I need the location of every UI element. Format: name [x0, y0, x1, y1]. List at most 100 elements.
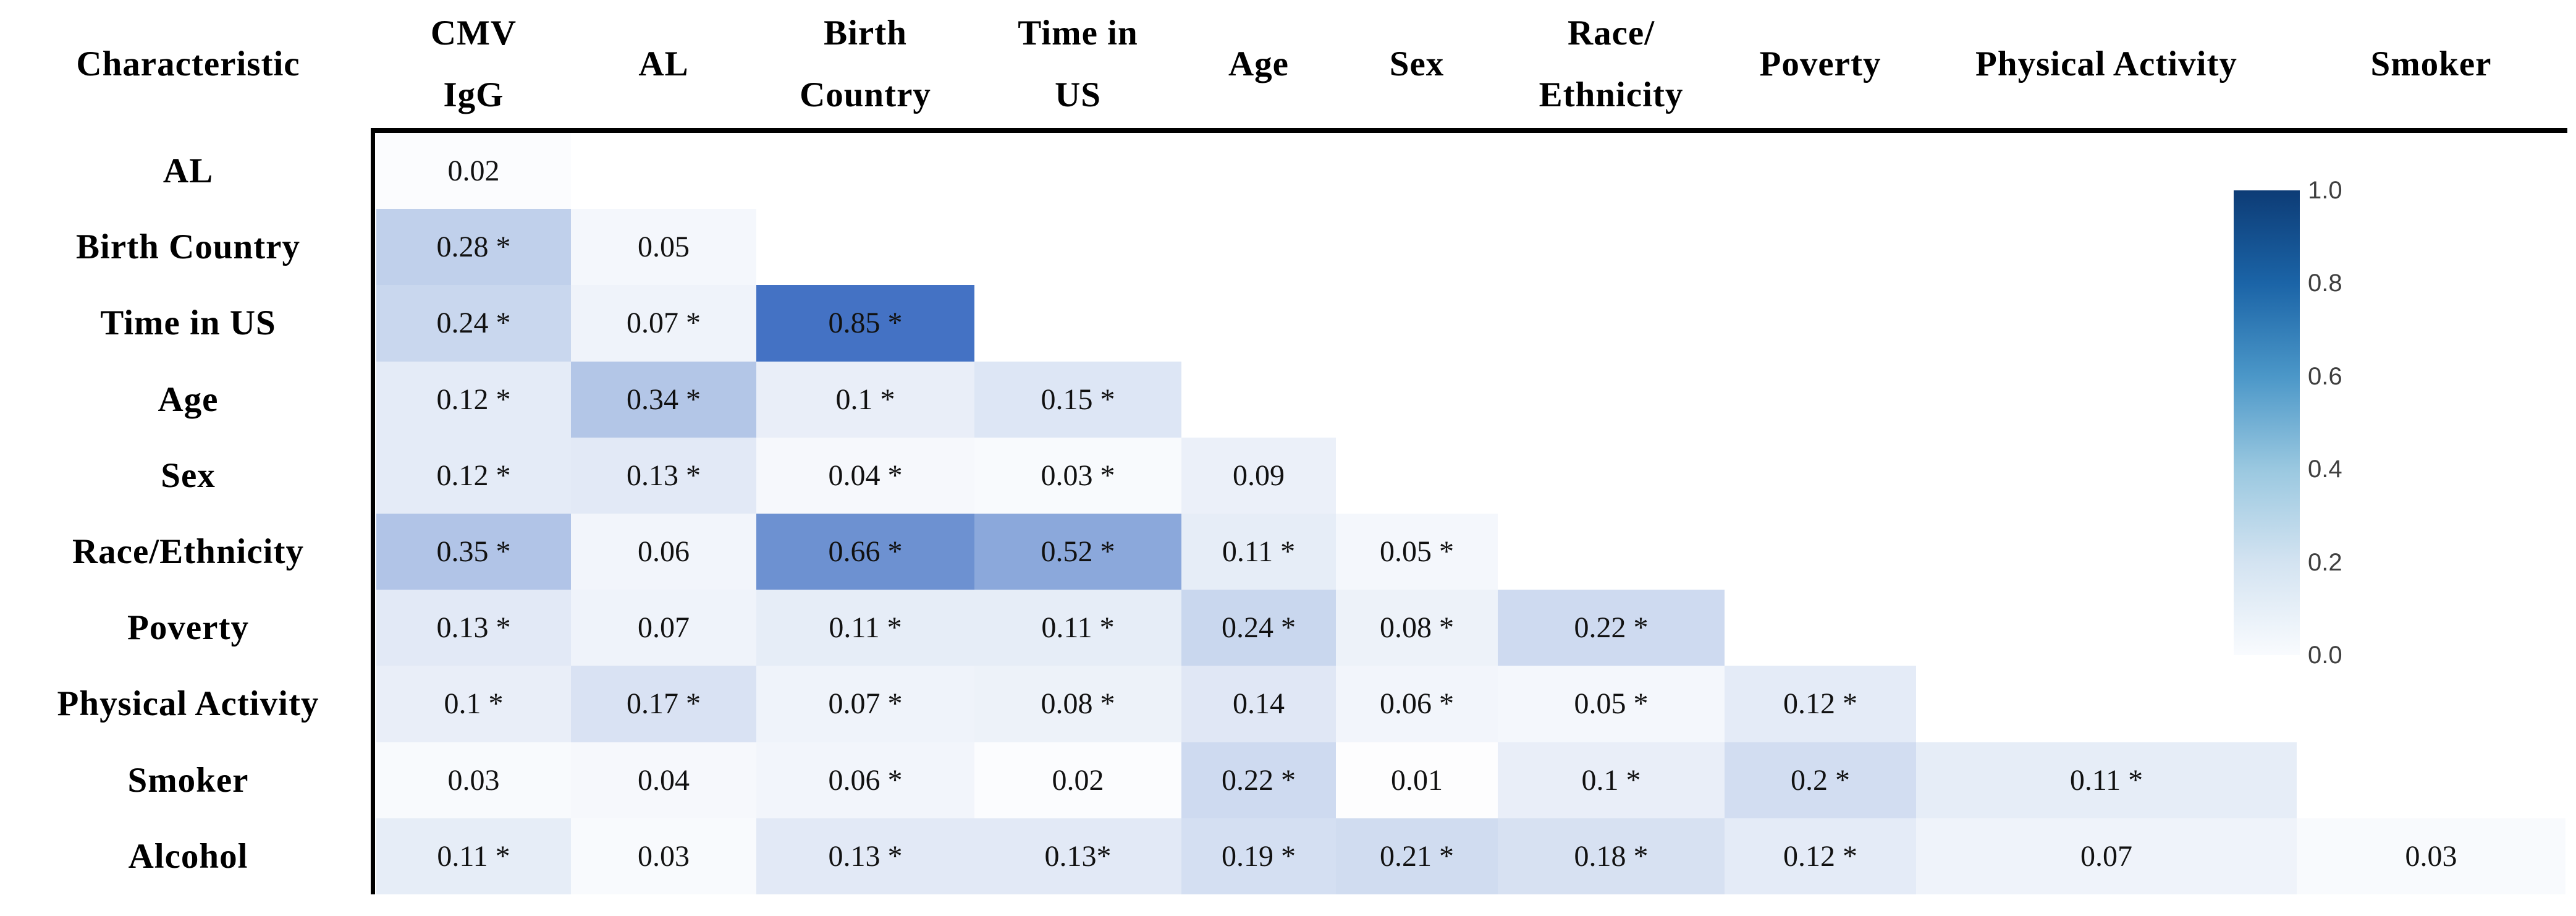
row-label-sex: Sex [161, 456, 216, 495]
heatmap-cell-alcohol-x-sex: 0.21 * [1336, 818, 1498, 894]
colorbar-tick-label-0-0: 0.0 [2308, 642, 2342, 669]
column-header-birth-country: Birth Country [756, 0, 974, 128]
colorbar-tick-label-0-2: 0.2 [2308, 548, 2342, 576]
heatmap-cell-sex-x-birth-country: 0.04 * [756, 437, 974, 514]
heatmap-cell-alcohol-x-race-ethnicity: 0.18 * [1498, 818, 1725, 894]
heatmap-cell-poverty-x-sex: 0.08 * [1336, 590, 1498, 666]
column-header-text: Smoker [2370, 44, 2492, 83]
heatmap-cell-physical-activity-x-age: 0.14 [1181, 666, 1336, 742]
column-header-physical-activity: Physical Activity [1916, 0, 2297, 128]
heatmap-row-age: Age 0.12 * 0.34 * 0.1 * 0.15 * [0, 361, 2576, 438]
heatmap-cell-physical-activity-x-poverty: 0.12 * [1725, 666, 1916, 742]
heatmap-cell-age-x-birth-country: 0.1 * [756, 361, 974, 438]
heatmap-cell-time-in-us-x-cmv-igg: 0.24 * [376, 285, 571, 362]
row-label-age: Age [158, 380, 219, 419]
heatmap-cell-alcohol-x-al: 0.03 [571, 818, 756, 894]
heatmap-cell-alcohol-x-physical-activity: 0.07 [1916, 818, 2297, 894]
heatmap-cell-race-ethnicity-x-sex: 0.05 * [1336, 514, 1498, 590]
colorbar-tick-label-0-4: 0.4 [2308, 456, 2342, 483]
heatmap-cell-physical-activity-x-race-ethnicity: 0.05 * [1498, 666, 1725, 742]
heatmap-cell-smoker-x-sex: 0.01 [1336, 742, 1498, 818]
heatmap-row-race-ethnicity: Race/Ethnicity 0.35 * 0.06 0.66 * 0.52 * 0.11… [0, 514, 2576, 590]
column-header-race-ethnicity: Race/Ethnicity [1498, 0, 1725, 128]
heatmap-cell-physical-activity-x-sex: 0.06 * [1336, 666, 1498, 742]
matrix-left-border-line [371, 128, 375, 894]
column-header-poverty: Poverty [1725, 0, 1916, 128]
heatmap-cell-poverty-x-al: 0.07 [571, 590, 756, 666]
column-header-text: Poverty [1759, 44, 1881, 83]
heatmap-cell-poverty-x-age: 0.24 * [1181, 590, 1336, 666]
heatmap-cell-race-ethnicity-x-al: 0.06 [571, 514, 756, 590]
heatmap-cell-alcohol-x-smoker: 0.03 [2297, 818, 2565, 894]
heatmap-row-sex: Sex 0.12 * 0.13 * 0.04 * 0.03 * 0.09 [0, 437, 2576, 514]
header-divider-line [371, 128, 2567, 133]
heatmap-cell-alcohol-x-birth-country: 0.13 * [756, 818, 974, 894]
column-header-text: Time in [1018, 13, 1138, 53]
heatmap-cell-race-ethnicity-x-birth-country: 0.66 * [756, 514, 974, 590]
heatmap-cell-age-x-time-in-us: 0.15 * [974, 361, 1181, 438]
heatmap-cell-age-x-al: 0.34 * [571, 361, 756, 438]
heatmap-row-birth-country: Birth Country 0.28 * 0.05 [0, 209, 2576, 286]
row-label-alcohol: Alcohol [128, 836, 248, 876]
heatmap-row-al: AL 0.02 [0, 133, 2576, 210]
column-header-text: Birth [824, 13, 907, 53]
heatmap-row-physical-activity: Physical Activity 0.1 * 0.17 * 0.07 * 0.08 *… [0, 666, 2576, 742]
heatmap-cell-alcohol-x-time-in-us: 0.13* [974, 818, 1181, 894]
colorbar-tick-label-0-8: 0.8 [2308, 269, 2342, 297]
heatmap-cell-time-in-us-x-al: 0.07 * [571, 285, 756, 362]
characteristic-column-header: Characteristic [76, 45, 300, 83]
heatmap-cell-smoker-x-birth-country: 0.06 * [756, 742, 974, 818]
column-header-text: IgG [443, 75, 504, 114]
heatmap-cell-physical-activity-x-birth-country: 0.07 * [756, 666, 974, 742]
colorbar-gradient [2234, 190, 2300, 655]
heatmap-cell-poverty-x-time-in-us: 0.11 * [974, 590, 1181, 666]
heatmap-cell-poverty-x-birth-country: 0.11 * [756, 590, 974, 666]
column-header-text: Age [1228, 44, 1289, 83]
heatmap-cell-smoker-x-poverty: 0.2 * [1725, 742, 1916, 818]
heatmap-cell-birth-country-x-cmv-igg: 0.28 * [376, 209, 571, 286]
column-header-text: Physical Activity [1975, 44, 2237, 83]
column-header-text: Sex [1389, 44, 1445, 83]
heatmap-cell-physical-activity-x-al: 0.17 * [571, 666, 756, 742]
row-label-time-in-us: Time in US [100, 303, 276, 343]
colorbar [2234, 190, 2300, 655]
heatmap-cell-race-ethnicity-x-age: 0.11 * [1181, 514, 1336, 590]
heatmap-cell-age-x-cmv-igg: 0.12 * [376, 361, 571, 438]
row-label-race-ethnicity: Race/Ethnicity [72, 532, 304, 572]
heatmap-cell-poverty-x-cmv-igg: 0.13 * [376, 590, 571, 666]
heatmap-cell-time-in-us-x-birth-country: 0.85 * [756, 285, 974, 362]
column-header-age: Age [1181, 0, 1336, 128]
heatmap-cell-race-ethnicity-x-time-in-us: 0.52 * [974, 514, 1181, 590]
heatmap-cell-race-ethnicity-x-cmv-igg: 0.35 * [376, 514, 571, 590]
heatmap-cell-alcohol-x-cmv-igg: 0.11 * [376, 818, 571, 894]
column-header-text: CMV [430, 13, 517, 53]
column-header-text: Country [800, 75, 931, 114]
row-label-al: AL [163, 151, 214, 191]
heatmap-cell-smoker-x-race-ethnicity: 0.1 * [1498, 742, 1725, 818]
heatmap-cell-physical-activity-x-cmv-igg: 0.1 * [376, 666, 571, 742]
column-header-text: Race/ [1567, 13, 1655, 53]
heatmap-cell-sex-x-age: 0.09 [1181, 437, 1336, 514]
heatmap-cell-poverty-x-race-ethnicity: 0.22 * [1498, 590, 1725, 666]
heatmap-cell-birth-country-x-al: 0.05 [571, 209, 756, 286]
heatmap-cell-alcohol-x-age: 0.19 * [1181, 818, 1336, 894]
heatmap-cell-smoker-x-physical-activity: 0.11 * [1916, 742, 2297, 818]
column-header-al: AL [571, 0, 756, 128]
heatmap-row-time-in-us: Time in US 0.24 * 0.07 * 0.85 * [0, 285, 2576, 362]
column-header-smoker: Smoker [2297, 0, 2565, 128]
column-header-cmv-igg: CMV IgG [376, 0, 571, 128]
column-header-text: Ethnicity [1539, 75, 1684, 114]
heatmap-row-smoker: Smoker 0.03 0.04 0.06 * 0.02 0.22 * 0.01 0.1 * 0… [0, 742, 2576, 818]
heatmap-cell-smoker-x-age: 0.22 * [1181, 742, 1336, 818]
colorbar-tick-label-0-6: 0.6 [2308, 362, 2342, 390]
heatmap-cell-smoker-x-al: 0.04 [571, 742, 756, 818]
heatmap-row-poverty: Poverty 0.13 * 0.07 0.11 * 0.11 * 0.24 * 0.08 … [0, 590, 2576, 666]
heatmap-cell-sex-x-al: 0.13 * [571, 437, 756, 514]
column-header-time-in-us: Time in US [974, 0, 1181, 128]
heatmap-cell-physical-activity-x-time-in-us: 0.08 * [974, 666, 1181, 742]
row-label-birth-country: Birth Country [76, 227, 300, 267]
heatmap-cell-sex-x-cmv-igg: 0.12 * [376, 437, 571, 514]
heatmap-cell-smoker-x-cmv-igg: 0.03 [376, 742, 571, 818]
heatmap-cell-al-x-cmv-igg: 0.02 [376, 133, 571, 210]
